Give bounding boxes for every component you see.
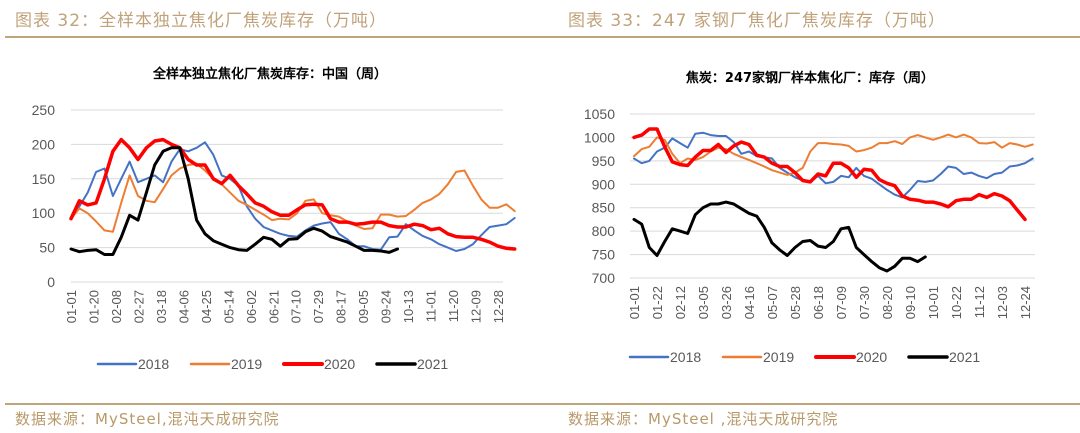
- legend-label-2019: 2019: [231, 356, 262, 372]
- source-note-left: 数据来源：MySteel,混沌天成研究院: [15, 410, 280, 428]
- chart-title: 全样本独立焦化厂焦炭库存：中国（周）: [152, 66, 387, 82]
- y-tick-label: 950: [592, 153, 616, 169]
- y-tick-label: 800: [592, 223, 616, 239]
- legend-label-2020: 2020: [856, 349, 887, 365]
- x-tick-label: 11-12: [972, 286, 987, 318]
- x-tick-label: 12-03: [995, 286, 1010, 319]
- series-line-2018: [70, 141, 516, 252]
- x-tick-label: 12-09: [469, 290, 484, 323]
- chart-left: 全样本独立焦化厂焦炭库存：中国（周） 0 50 100 150 200 250 01-01 01…: [0, 40, 540, 400]
- legend-label-2019: 2019: [763, 349, 794, 365]
- x-tick-label: 07-10: [289, 290, 304, 323]
- x-tick-label: 06-18: [811, 286, 826, 319]
- x-tick-label: 01-22: [650, 286, 665, 319]
- legend-label-2021: 2021: [949, 349, 980, 365]
- x-tick-label: 07-29: [311, 290, 326, 323]
- y-tick-label: 250: [32, 102, 56, 118]
- figure-title-right: 图表 33：247 家钢厂焦化厂焦炭库存（万吨）: [568, 11, 946, 31]
- x-tick-label: 10-22: [949, 286, 964, 319]
- x-tick-label: 11-01: [424, 290, 439, 322]
- y-tick-label: 700: [592, 270, 616, 286]
- series-line-2018: [633, 131, 1034, 199]
- series-line-2021: [69, 146, 399, 256]
- x-tick-label: 02-08: [109, 290, 124, 323]
- source-rule-left: [5, 403, 540, 405]
- series-line-2019: [633, 133, 1034, 176]
- y-tick-label: 100: [32, 205, 56, 221]
- y-tick-label: 1050: [584, 106, 615, 122]
- x-tick-label: 10-13: [401, 290, 416, 323]
- x-tick-label: 01-01: [64, 290, 79, 323]
- x-tick-label: 06-21: [266, 290, 281, 323]
- y-tick-label: 900: [592, 176, 616, 192]
- x-tick-label: 07-30: [857, 286, 872, 319]
- chart-title: 焦炭：247家钢厂样本焦化厂：库存（周）: [685, 70, 934, 86]
- source-rule-right: [540, 403, 1080, 405]
- series-line-2021: [632, 200, 927, 273]
- x-tick-label: 09-05: [356, 290, 371, 323]
- y-tick-label: 200: [32, 136, 56, 152]
- x-tick-label: 05-07: [765, 286, 780, 319]
- x-tick-label: 04-25: [199, 290, 214, 323]
- series-line-2019: [70, 162, 516, 233]
- y-tick-label: 0: [47, 274, 55, 290]
- legend-label-2020: 2020: [324, 356, 355, 372]
- legend-label-2018: 2018: [670, 349, 701, 365]
- x-tick-label: 08-20: [880, 286, 895, 319]
- title-rule-left: [5, 36, 540, 38]
- y-tick-label: 750: [592, 247, 616, 263]
- x-tick-label: 02-27: [131, 290, 146, 323]
- figure-title-left: 图表 32：全样本独立焦化厂焦炭库存（万吨）: [15, 11, 388, 31]
- x-tick-label: 04-06: [176, 290, 191, 323]
- x-tick-label: 05-14: [221, 290, 236, 323]
- y-tick-label: 850: [592, 200, 616, 216]
- x-tick-label: 05-28: [788, 286, 803, 319]
- x-tick-label: 03-05: [696, 286, 711, 319]
- x-tick-label: 03-18: [154, 290, 169, 323]
- x-tick-label: 10-01: [926, 286, 941, 319]
- x-tick-label: 11-20: [446, 290, 461, 322]
- x-tick-label: 04-16: [742, 286, 757, 319]
- x-tick-label: 07-09: [834, 286, 849, 319]
- x-tick-label: 08-17: [334, 290, 349, 323]
- title-rule-right: [540, 36, 1080, 38]
- source-note-right: 数据来源：MySteel ,混沌天成研究院: [568, 410, 839, 428]
- x-tick-label: 12-28: [491, 290, 506, 323]
- y-tick-label: 1000: [584, 129, 615, 145]
- chart-right-svg: 焦炭：247家钢厂样本焦化厂：库存（周） 700 750 800 850 900 950 10…: [584, 70, 1035, 365]
- x-tick-label: 09-24: [379, 290, 394, 323]
- x-tick-label: 01-20: [86, 290, 101, 323]
- x-tick-label: 12-24: [1018, 286, 1033, 319]
- y-tick-label: 150: [32, 171, 56, 187]
- x-tick-label: 06-02: [244, 290, 259, 323]
- series-line-2020: [632, 127, 1027, 222]
- series-line-2020: [69, 137, 517, 251]
- x-tick-label: 01-01: [627, 286, 642, 319]
- x-tick-label: 02-12: [673, 286, 688, 319]
- legend-label-2021: 2021: [417, 356, 448, 372]
- chart-left-svg: 全样本独立焦化厂焦炭库存：中国（周） 0 50 100 150 200 250 01-01 01…: [32, 66, 517, 372]
- chart-right: 焦炭：247家钢厂样本焦化厂：库存（周） 700 750 800 850 900 950 10…: [540, 40, 1080, 400]
- legend-label-2018: 2018: [138, 356, 169, 372]
- x-tick-label: 09-10: [903, 286, 918, 319]
- y-tick-label: 50: [39, 240, 55, 256]
- x-tick-label: 03-26: [719, 286, 734, 319]
